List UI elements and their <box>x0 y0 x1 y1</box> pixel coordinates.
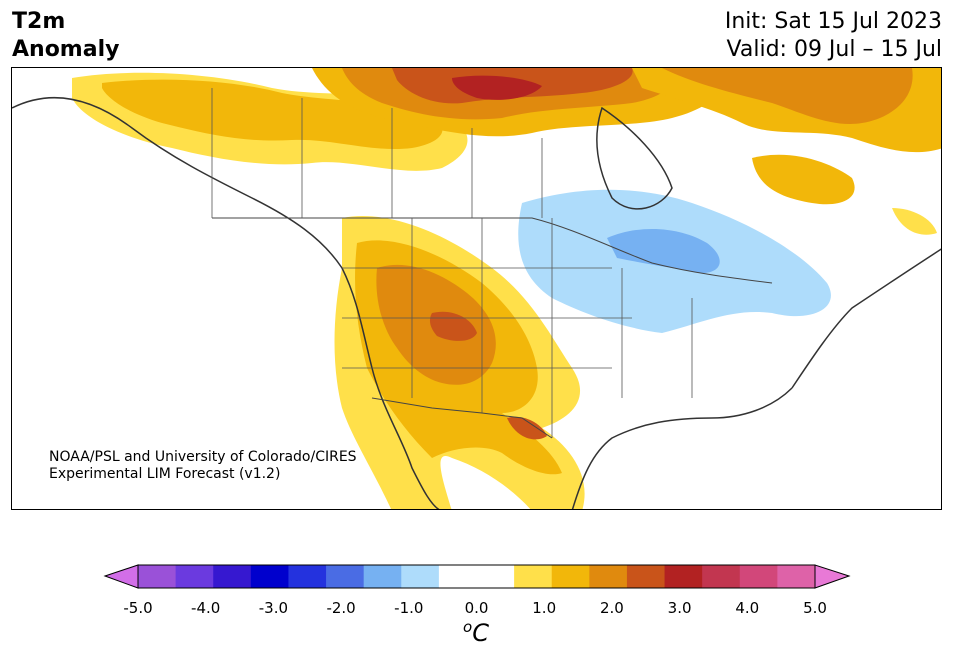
colorbar-tick-label: -2.0 <box>326 599 356 617</box>
canada-us-border <box>212 217 773 284</box>
colorbar-cell <box>702 565 741 588</box>
warm-region-quebec <box>752 154 855 205</box>
colorbar-cell <box>138 565 177 588</box>
colorbar-outline <box>137 564 816 589</box>
colorbar-tick-label: 4.0 <box>735 599 760 617</box>
colorbar-tick-label: -1.0 <box>394 599 424 617</box>
colorbar <box>103 564 851 589</box>
colorbar-tick-label: -4.0 <box>191 599 221 617</box>
credit-text: NOAA/PSL and University of Colorado/CIRE… <box>49 449 357 483</box>
colorbar-cell <box>551 565 590 588</box>
warm-region-northeast-canada-2 <box>662 68 913 124</box>
colorbar-tick-label: -3.0 <box>258 599 289 617</box>
warm-region-texas <box>507 416 547 440</box>
anomaly-map <box>11 67 942 510</box>
colorbar-low-extension <box>103 564 139 589</box>
colorbar-tick-label: 1.0 <box>532 599 557 617</box>
state-lines <box>342 218 693 438</box>
cool-region-central-2 <box>607 228 720 273</box>
colorbar-tick-label: -5.0 <box>123 599 153 617</box>
title-line-1: T2m <box>12 9 66 34</box>
colorbar-cell <box>326 565 365 588</box>
warm-region-labrador <box>892 208 937 235</box>
colorbar-cell <box>438 565 477 588</box>
colorbar-unit: oC <box>463 618 489 647</box>
colorbar-cell <box>626 565 666 588</box>
colorbar-cell <box>213 565 252 588</box>
colorbar-cell <box>514 565 553 588</box>
colorbar-cell <box>175 565 214 588</box>
anomaly-map-svg <box>12 68 941 509</box>
colorbar-cell <box>363 565 402 588</box>
hudson-bay-outline <box>596 106 673 210</box>
colorbar-tick-label: 5.0 <box>803 599 827 617</box>
colorbar-cell <box>664 565 703 588</box>
unit-prefix: o <box>463 618 473 636</box>
coastline-west <box>12 96 440 509</box>
map-title: T2m Anomaly <box>12 8 119 64</box>
credit-line-1: NOAA/PSL and University of Colorado/CIRE… <box>49 449 357 465</box>
colorbar-cell <box>288 565 327 588</box>
warm-region-northwest-canada-2 <box>102 79 443 150</box>
colorbar-cell <box>777 565 816 588</box>
warm-region-arctic-4 <box>452 75 542 100</box>
valid-range: Valid: 09 Jul – 15 Jul <box>726 37 942 62</box>
colorbar-tick-label: 3.0 <box>667 599 692 617</box>
coastline-gulf <box>571 387 793 509</box>
colorbar-cell <box>401 565 440 588</box>
colorbar-tick-label: 0.0 <box>464 599 489 617</box>
province-lines <box>211 88 543 218</box>
forecast-dates: Init: Sat 15 Jul 2023 Valid: 09 Jul – 15… <box>725 8 942 64</box>
unit-letter: C <box>472 619 489 647</box>
coastline-east <box>791 248 941 389</box>
colorbar-cells <box>138 565 816 588</box>
colorbar-cell <box>476 565 515 588</box>
colorbar-high-extension <box>814 564 851 589</box>
colorbar-cell <box>589 565 628 588</box>
title-line-2: Anomaly <box>12 37 120 62</box>
credit-line-2: Experimental LIM Forecast (v1.2) <box>49 466 281 482</box>
colorbar-tick-label: 2.0 <box>599 599 624 617</box>
colorbar-cell <box>250 565 289 588</box>
colorbar-cell <box>739 565 778 588</box>
init-date: Init: Sat 15 Jul 2023 <box>724 9 942 34</box>
warm-region-western-us-4 <box>429 311 477 341</box>
